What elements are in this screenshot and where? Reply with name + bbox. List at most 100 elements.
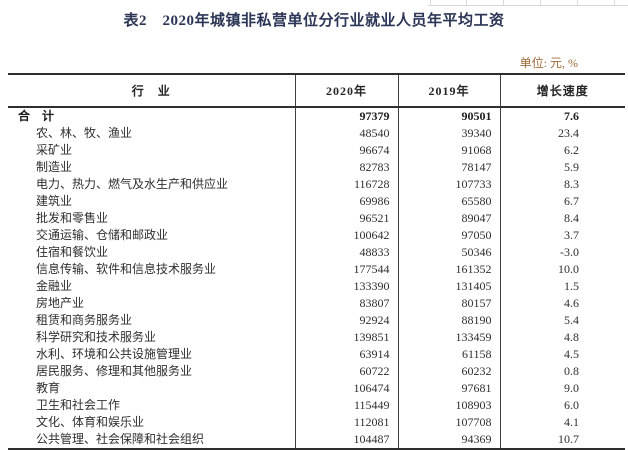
value-2020-cell: 60722: [294, 363, 398, 380]
industry-cell: 采矿业: [36, 143, 73, 157]
value-2020-cell: 69986: [294, 193, 398, 210]
value-2020-cell: 104487: [294, 431, 398, 449]
growth-rate-cell: 4.8: [499, 329, 625, 346]
table-row: 住宿和餐饮业 48833 50346 -3.0: [8, 244, 625, 261]
table-row: 信息传输、软件和信息技术服务业 177544 161352 10.0: [8, 261, 625, 278]
value-2020-cell: 63914: [294, 346, 398, 363]
table-row: 电力、热力、燃气及水生产和供应业 116728 107733 8.3: [8, 176, 625, 193]
value-2020-cell: 83807: [294, 295, 398, 312]
table-row: 文化、体育和娱乐业 112081 107708 4.1: [8, 414, 625, 431]
value-2020-cell: 97379: [294, 107, 398, 125]
growth-rate-cell: 6.7: [499, 193, 625, 210]
industry-cell: 公共管理、社会保障和社会组织: [36, 432, 205, 446]
growth-rate-cell: 5.4: [499, 312, 625, 329]
growth-rate-cell: -3.0: [499, 244, 625, 261]
value-2019-cell: 61158: [397, 346, 500, 363]
industry-cell: 批发和零售业: [36, 211, 109, 225]
value-2020-cell: 106474: [294, 380, 398, 397]
growth-rate-cell: 4.1: [499, 414, 625, 431]
value-2019-cell: 60232: [397, 363, 500, 380]
growth-rate-cell: 10.7: [499, 431, 625, 449]
growth-rate-cell: 4.5: [499, 346, 625, 363]
table-row: 租赁和商务服务业 92924 88190 5.4: [8, 312, 625, 329]
column-header-2019: 2019年: [397, 74, 500, 108]
column-header-2020: 2020年: [294, 74, 398, 108]
value-2020-cell: 82783: [294, 159, 398, 176]
industry-cell: 交通运输、仓储和邮政业: [36, 228, 169, 242]
growth-rate-cell: 3.7: [499, 227, 625, 244]
industry-cell: 居民服务、修理和其他服务业: [36, 364, 193, 378]
value-2020-cell: 92924: [294, 312, 398, 329]
growth-rate-cell: 5.9: [499, 159, 625, 176]
table-row: 农、林、牧、渔业 48540 39340 23.4: [8, 125, 625, 142]
value-2019-cell: 39340: [397, 125, 500, 142]
column-header-growth: 增长速度: [499, 74, 625, 108]
previous-table-gridline-remnant: [428, 0, 628, 6]
value-2020-cell: 115449: [294, 397, 398, 414]
growth-rate-cell: 1.5: [499, 278, 625, 295]
growth-rate-cell: 8.3: [499, 176, 625, 193]
industry-cell: 农、林、牧、渔业: [36, 126, 133, 140]
industry-cell: 信息传输、软件和信息技术服务业: [36, 262, 217, 276]
industry-cell: 教育: [36, 381, 61, 395]
value-2019-cell: 97050: [397, 227, 500, 244]
industry-cell: 租赁和商务服务业: [36, 313, 133, 327]
value-2019-cell: 133459: [397, 329, 500, 346]
table-row: 公共管理、社会保障和社会组织 104487 94369 10.7: [8, 431, 625, 449]
industry-cell: 卫生和社会工作: [36, 398, 121, 412]
value-2020-cell: 100642: [294, 227, 398, 244]
value-2019-cell: 91068: [397, 142, 500, 159]
industry-cell: 合 计: [18, 109, 55, 123]
value-2019-cell: 131405: [397, 278, 500, 295]
table-row: 卫生和社会工作 115449 108903 6.0: [8, 397, 625, 414]
value-2019-cell: 94369: [397, 431, 500, 449]
table-row: 批发和零售业 96521 89047 8.4: [8, 210, 625, 227]
value-2020-cell: 48833: [294, 244, 398, 261]
value-2020-cell: 112081: [294, 414, 398, 431]
value-2019-cell: 107733: [397, 176, 500, 193]
value-2020-cell: 48540: [294, 125, 398, 142]
table-row: 房地产业 83807 80157 4.6: [8, 295, 625, 312]
value-2019-cell: 97681: [397, 380, 500, 397]
table-row: 金融业 133390 131405 1.5: [8, 278, 625, 295]
table-row: 科学研究和技术服务业 139851 133459 4.8: [8, 329, 625, 346]
industry-cell: 电力、热力、燃气及水生产和供应业: [36, 177, 229, 191]
industry-cell: 科学研究和技术服务业: [36, 330, 157, 344]
growth-rate-cell: 7.6: [499, 107, 625, 125]
industry-cell: 建筑业: [36, 194, 73, 208]
wage-table: 行 业 2020年 2019年 增长速度 合 计 97379 90501 7.6 农、林…: [8, 73, 625, 450]
growth-rate-cell: 4.6: [499, 295, 625, 312]
industry-cell: 金融业: [36, 279, 73, 293]
value-2019-cell: 88190: [397, 312, 500, 329]
table-row: 交通运输、仓储和邮政业 100642 97050 3.7: [8, 227, 625, 244]
growth-rate-cell: 9.0: [499, 380, 625, 397]
unit-note: 单位: 元, %: [519, 56, 578, 70]
industry-cell: 住宿和餐饮业: [36, 245, 109, 259]
industry-cell: 制造业: [36, 160, 73, 174]
table-row: 水利、环境和公共设施管理业 63914 61158 4.5: [8, 346, 625, 363]
growth-rate-cell: 0.8: [499, 363, 625, 380]
value-2019-cell: 65580: [397, 193, 500, 210]
table-row: 建筑业 69986 65580 6.7: [8, 193, 625, 210]
value-2019-cell: 50346: [397, 244, 500, 261]
value-2019-cell: 161352: [397, 261, 500, 278]
table-row: 合 计 97379 90501 7.6: [8, 107, 625, 125]
column-header-industry: 行 业: [8, 74, 295, 108]
industry-cell: 水利、环境和公共设施管理业: [36, 347, 193, 361]
value-2019-cell: 107708: [397, 414, 500, 431]
table-row: 居民服务、修理和其他服务业 60722 60232 0.8: [8, 363, 625, 380]
value-2019-cell: 108903: [397, 397, 500, 414]
table-row: 采矿业 96674 91068 6.2: [8, 142, 625, 159]
value-2020-cell: 96674: [294, 142, 398, 159]
growth-rate-cell: 23.4: [499, 125, 625, 142]
value-2020-cell: 133390: [294, 278, 398, 295]
table-row: 制造业 82783 78147 5.9: [8, 159, 625, 176]
industry-cell: 房地产业: [36, 296, 85, 310]
value-2019-cell: 78147: [397, 159, 500, 176]
industry-cell: 文化、体育和娱乐业: [36, 415, 145, 429]
table-header: 行 业 2020年 2019年 增长速度: [8, 74, 625, 108]
table-row: 教育 106474 97681 9.0: [8, 380, 625, 397]
table-body: 合 计 97379 90501 7.6 农、林、牧、渔业 48540 39340 23.4 采矿…: [8, 107, 625, 449]
value-2019-cell: 90501: [397, 107, 500, 125]
growth-rate-cell: 6.2: [499, 142, 625, 159]
